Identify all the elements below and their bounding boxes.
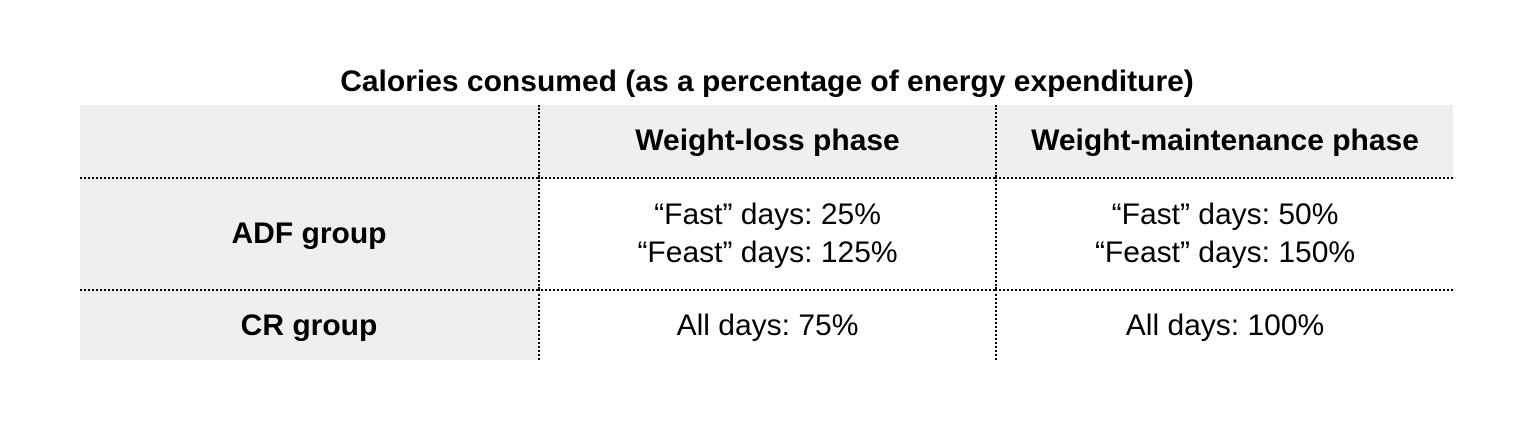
cr-weight-maintenance-all-days: All days: 100% (1125, 308, 1325, 342)
calorie-table: Weight-loss phase Weight-maintenance pha… (80, 105, 1453, 360)
row-label-cr-group: CR group (80, 289, 538, 360)
cr-weight-loss-cell: All days: 75% (538, 289, 995, 360)
adf-weight-loss-cell: “Fast” days: 25% “Feast” days: 125% (538, 177, 995, 289)
adf-weight-loss-feast-days: “Feast” days: 125% (637, 236, 898, 269)
header-weight-maintenance-phase: Weight-maintenance phase (995, 105, 1453, 177)
adf-weight-maintenance-fast-days: “Fast” days: 50% (1111, 198, 1339, 231)
header-weight-loss-phase: Weight-loss phase (538, 105, 995, 177)
cr-weight-maintenance-cell: All days: 100% (995, 289, 1453, 360)
adf-weight-maintenance-cell: “Fast” days: 50% “Feast” days: 150% (995, 177, 1453, 289)
adf-weight-loss-fast-days: “Fast” days: 25% (654, 198, 881, 231)
table-title: Calories consumed (as a percentage of en… (340, 65, 1194, 98)
cr-weight-loss-all-days: All days: 75% (676, 308, 859, 342)
header-corner-cell (80, 105, 538, 177)
adf-weight-maintenance-feast-days: “Feast” days: 150% (1094, 236, 1356, 269)
row-label-adf-group: ADF group (80, 177, 538, 289)
